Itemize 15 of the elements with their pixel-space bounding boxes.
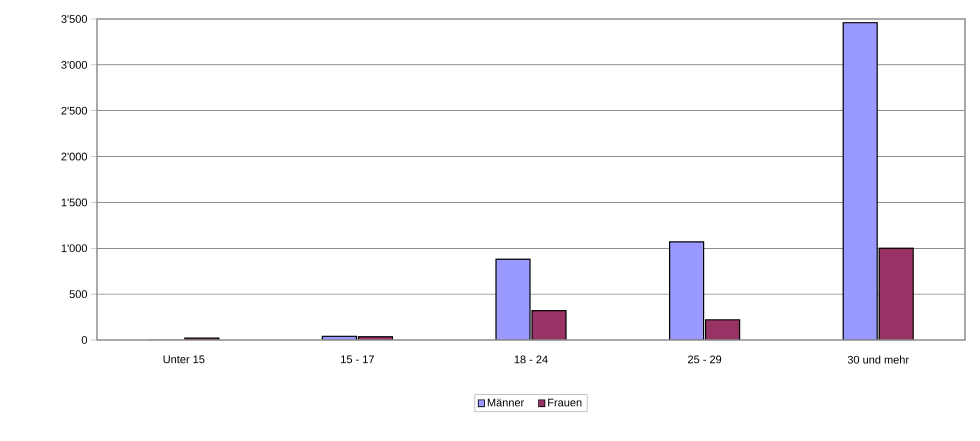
legend-label: Männer bbox=[488, 398, 524, 406]
x-tick-label: 30 und mehr bbox=[848, 356, 909, 364]
x-tick-label: Unter 15 bbox=[164, 356, 204, 364]
y-tick-label: 1'500 bbox=[62, 198, 88, 206]
x-tick-label: 18 - 24 bbox=[514, 356, 548, 364]
y-tick-label: 3'500 bbox=[61, 15, 88, 23]
y-tick-label: 0 bbox=[82, 336, 88, 344]
y-tick-label: 500 bbox=[70, 290, 88, 298]
y-tick-label: 3'000 bbox=[61, 60, 88, 69]
y-tick-label: 2'000 bbox=[61, 152, 88, 160]
x-tick-label: 25 - 29 bbox=[688, 356, 722, 364]
x-tick-label: 15 - 17 bbox=[341, 356, 374, 364]
y-tick-label: 1'000 bbox=[62, 244, 88, 252]
legend-label: Frauen bbox=[548, 398, 582, 406]
y-tick-label: 2'500 bbox=[61, 106, 88, 115]
